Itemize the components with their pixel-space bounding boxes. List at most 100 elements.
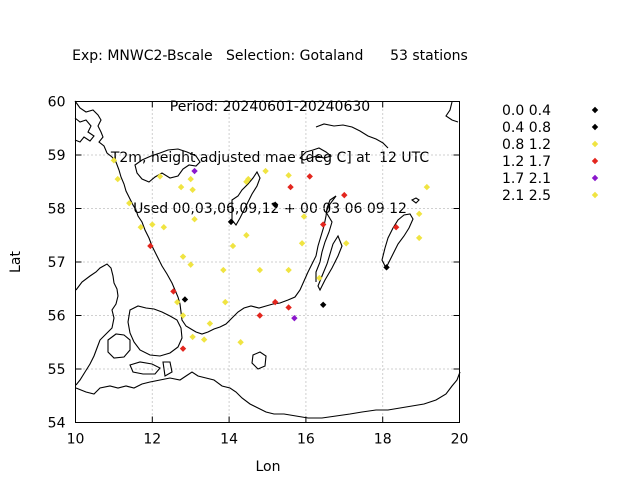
- station-point: [256, 266, 264, 274]
- coast-norway-inner: [74, 117, 95, 143]
- island-gotska: [410, 197, 420, 204]
- y-tick-label: 55: [48, 362, 66, 378]
- island-gotland: [381, 213, 414, 270]
- station-point: [245, 175, 252, 183]
- legend-label: 1.7 2.1: [502, 171, 551, 187]
- x-axis-label: Lon: [256, 459, 281, 475]
- station-point: [206, 320, 214, 327]
- x-tick-label: 20: [451, 432, 469, 448]
- x-tick-label: 12: [143, 432, 161, 448]
- legend-marker: [591, 191, 599, 199]
- station-point: [191, 167, 198, 175]
- station-point: [285, 172, 292, 179]
- station-point: [200, 336, 208, 343]
- title-line-3: T2m, height adjusted mae [deg C] at 12 U…: [110, 150, 430, 166]
- station-point: [181, 296, 189, 303]
- data-points: [110, 157, 431, 352]
- lake-vattern: [231, 170, 261, 226]
- island-oland: [317, 234, 343, 292]
- x-tick-label: 18: [374, 432, 392, 448]
- coast-sweden-west: [151, 195, 337, 335]
- station-point: [174, 298, 181, 306]
- coast-sweden-east-2: [315, 195, 337, 282]
- grid-lines: [75, 101, 460, 423]
- station-point: [177, 183, 185, 191]
- island-bornholm: [251, 351, 267, 370]
- station-point: [316, 274, 323, 282]
- station-point: [383, 264, 390, 271]
- station-point: [220, 266, 227, 274]
- y-tick-label: 56: [48, 309, 66, 325]
- x-tick-label: 10: [67, 432, 85, 448]
- station-point: [256, 312, 264, 319]
- station-point: [229, 242, 237, 250]
- station-point: [179, 312, 187, 319]
- station-point: [415, 210, 423, 218]
- station-point: [110, 157, 118, 164]
- station-point: [271, 201, 279, 208]
- station-point: [160, 224, 168, 231]
- station-point: [191, 216, 198, 223]
- legend-marker: [591, 174, 599, 182]
- station-point: [300, 213, 308, 220]
- station-point: [319, 301, 327, 308]
- chart-title: Exp: MNWC2-Bscale Selection: Gotaland 53…: [0, 14, 540, 235]
- station-point: [237, 339, 244, 346]
- station-point: [187, 175, 194, 183]
- island-funen: [107, 333, 131, 359]
- station-point: [298, 240, 306, 247]
- station-point: [147, 242, 154, 250]
- station-point: [343, 240, 350, 247]
- lake-malaren: [299, 147, 333, 161]
- axis-ticks: 10 12 14 16 18 20 54 55 56 57 58 59 60: [48, 95, 469, 448]
- station-point: [415, 234, 423, 242]
- legend-label: 1.2 1.7: [502, 154, 551, 170]
- legend: 0.0 0.40.4 0.80.8 1.21.2 1.71.7 2.12.1 2…: [502, 103, 599, 204]
- station-point: [222, 298, 229, 306]
- station-point: [179, 253, 187, 260]
- station-point: [423, 183, 431, 191]
- legend-label: 2.1 2.5: [502, 188, 551, 204]
- station-point: [227, 218, 235, 226]
- legend-marker: [591, 140, 599, 148]
- legend-label: 0.8 1.2: [502, 137, 551, 153]
- x-tick-label: 14: [220, 432, 238, 448]
- legend-label: 0.4 0.8: [502, 120, 551, 136]
- y-axis-label: Lat: [8, 251, 24, 273]
- island-lolland: [129, 361, 161, 375]
- coast-finland: [445, 101, 459, 123]
- y-tick-label: 60: [48, 95, 66, 111]
- station-point: [271, 298, 279, 306]
- station-point: [243, 232, 250, 239]
- station-point: [189, 333, 196, 341]
- island-zealand: [127, 305, 183, 357]
- station-point: [156, 173, 164, 180]
- y-tick-label: 58: [48, 202, 66, 218]
- legend-marker: [591, 123, 599, 131]
- station-point: [137, 224, 144, 231]
- coast-germany: [75, 371, 461, 419]
- station-point: [392, 224, 400, 231]
- station-point: [114, 175, 121, 183]
- coast-norway: [74, 100, 153, 247]
- title-line-2: Period: 20240601-20240630: [169, 99, 371, 115]
- y-tick-label: 57: [48, 255, 66, 271]
- coast-jutland: [75, 263, 119, 386]
- y-tick-label: 54: [48, 416, 66, 432]
- coast-sweden-east: [315, 123, 389, 149]
- station-point: [285, 304, 292, 311]
- station-point: [341, 191, 348, 199]
- station-point: [149, 221, 156, 228]
- station-point: [306, 173, 313, 180]
- station-point: [319, 221, 327, 228]
- legend-marker: [591, 106, 599, 114]
- title-line-4: Used 00,03,06,09,12 + 00 03 06 09 12: [133, 201, 407, 217]
- coastline-map: [74, 100, 461, 419]
- station-point: [170, 288, 177, 295]
- station-point: [179, 345, 187, 352]
- x-tick-label: 16: [297, 432, 315, 448]
- station-point: [285, 266, 292, 274]
- lake-vanern: [134, 148, 201, 183]
- station-point: [126, 199, 133, 207]
